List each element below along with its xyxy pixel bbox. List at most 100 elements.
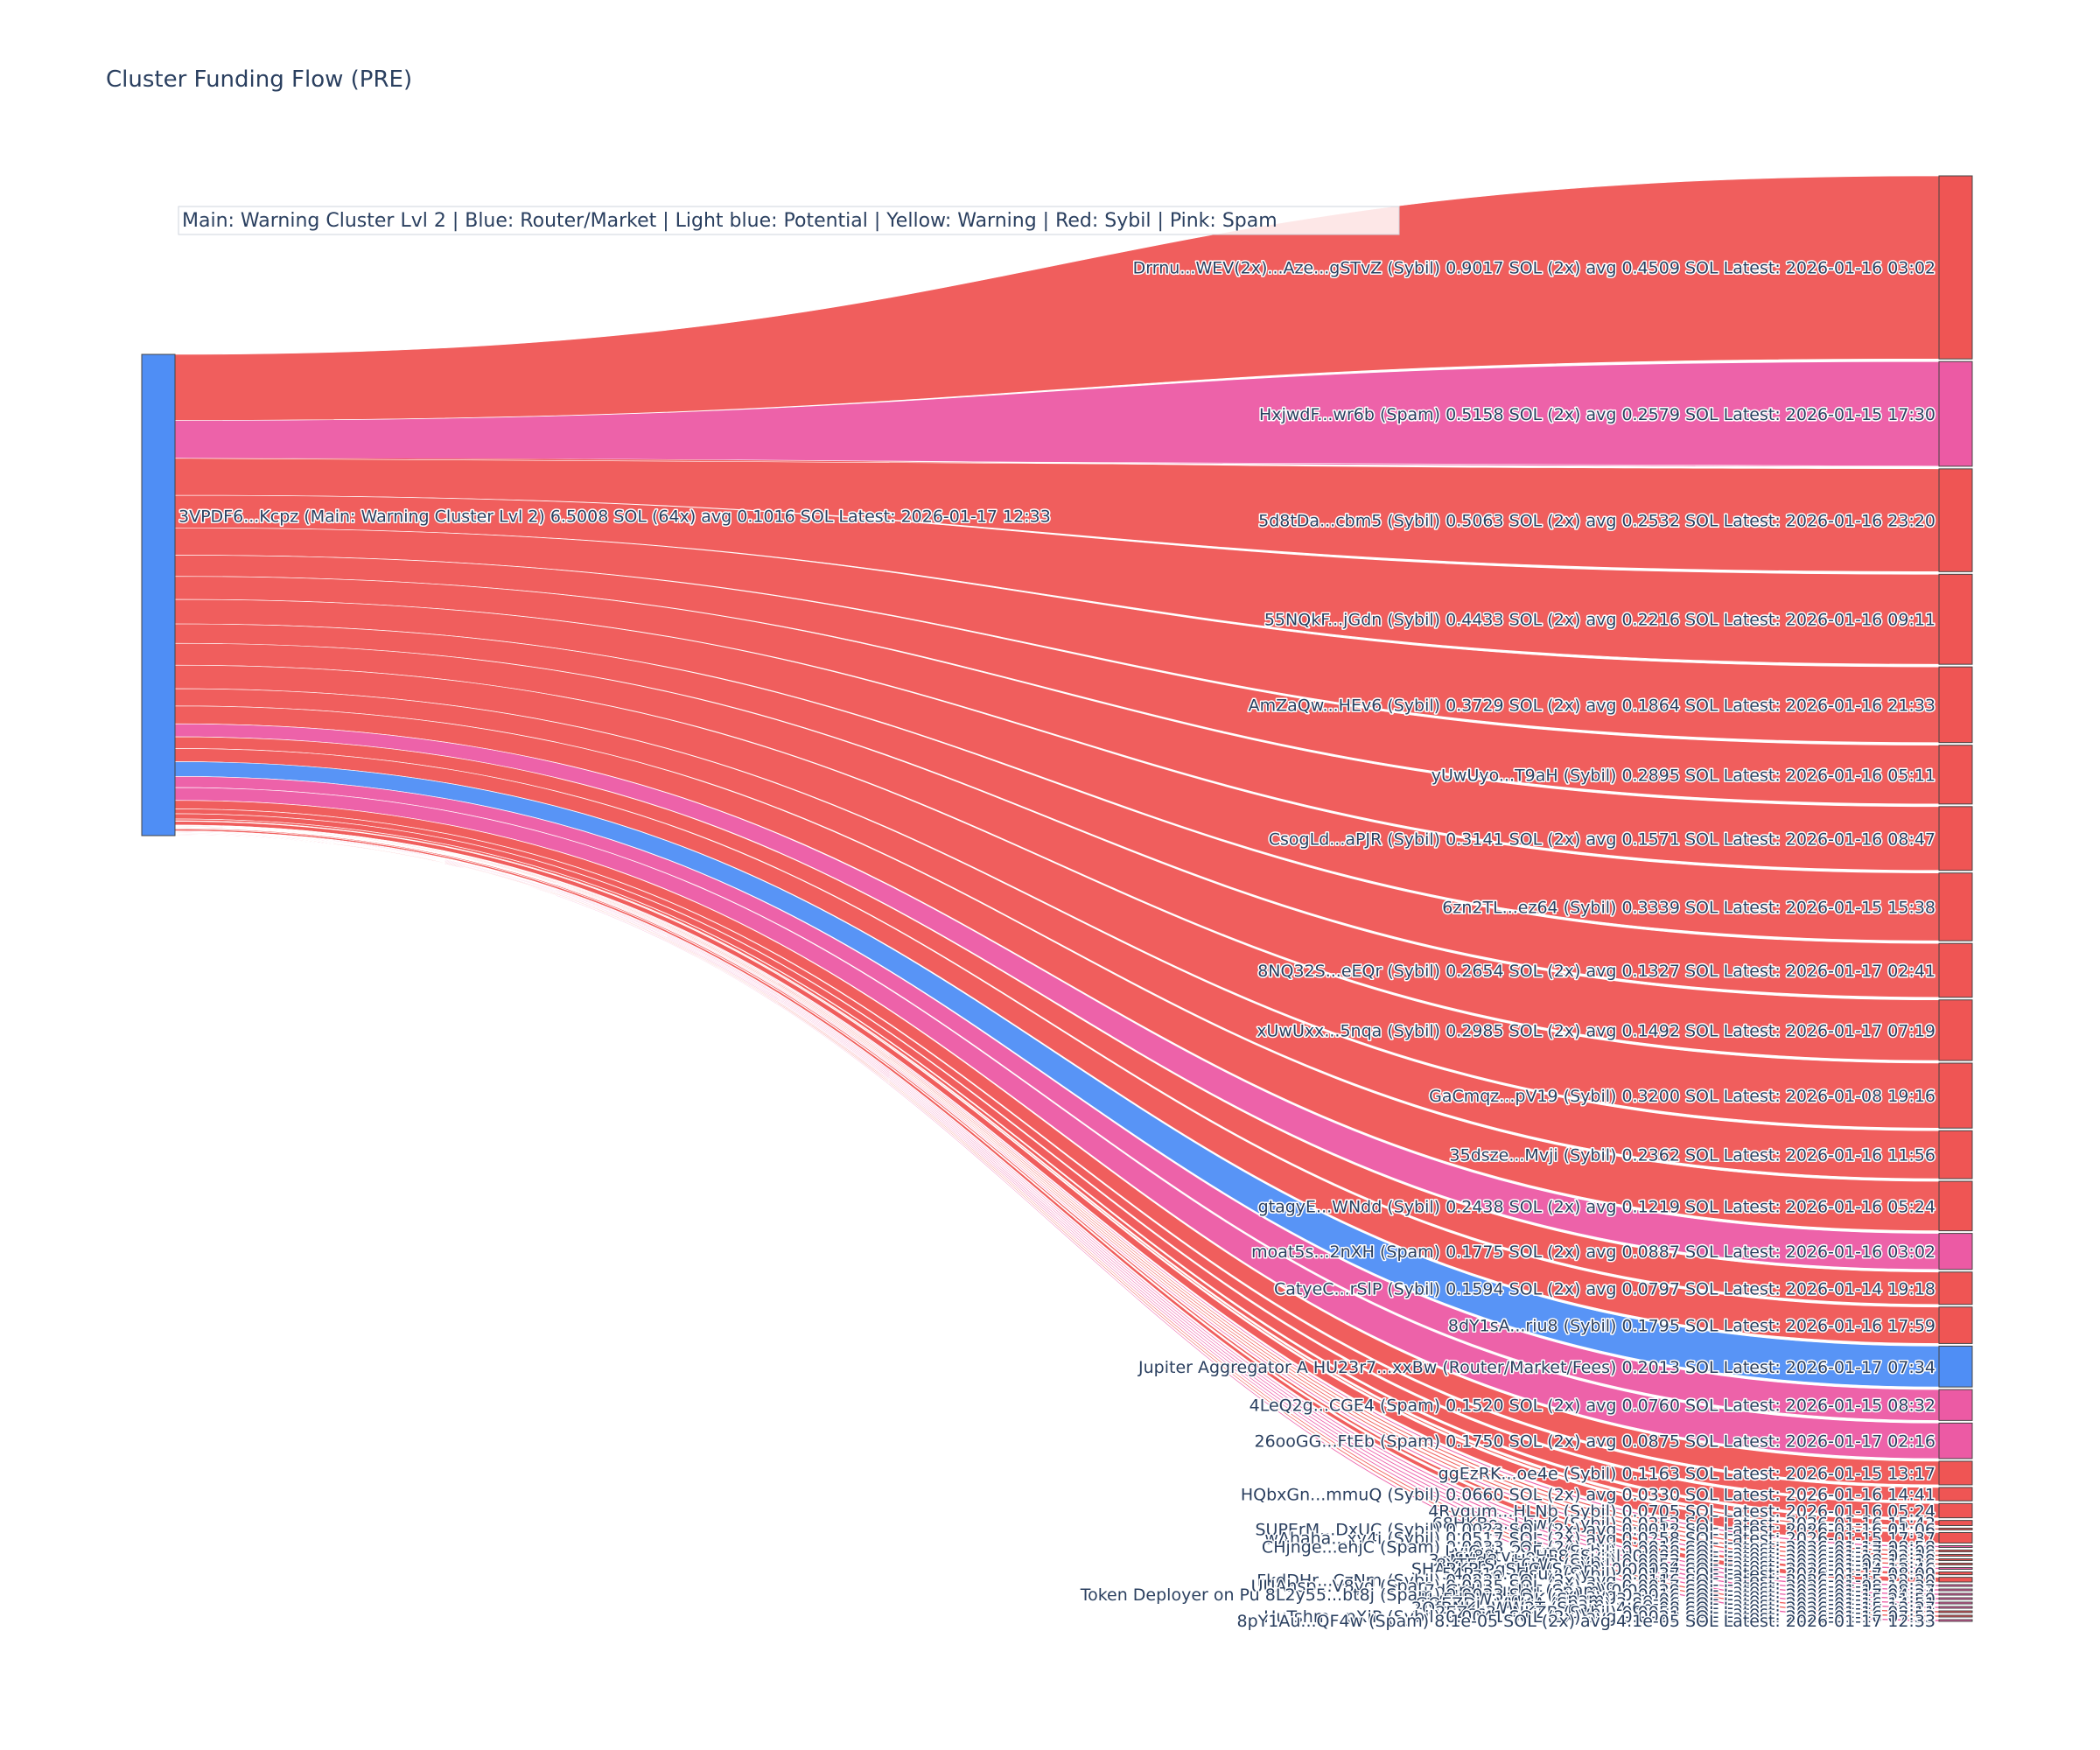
node-labels: 3VPDF6...Kcpz (Main: Warning Cluster Lvl… [178, 257, 1937, 1632]
target-node-label: 68HKBo...LbwK (Sybil) 0.0252 SOL Latest:… [1432, 1515, 1936, 1534]
target-node[interactable] [1938, 1130, 1973, 1180]
target-node-label: 2EZsc3...NKZB (Sybil) 0.0058 SOL Latest:… [1435, 1603, 1936, 1622]
target-node[interactable] [1938, 1577, 1973, 1583]
target-node[interactable] [1938, 1571, 1973, 1576]
target-node-label: yUwUyo...T9aH (Sybil) 0.2895 SOL Latest:… [1432, 766, 1936, 785]
target-node-label: HxjwdF...wr6b (Spam) 0.5158 SOL (2x) avg… [1259, 405, 1936, 424]
source-node[interactable] [141, 354, 176, 836]
target-node-label: 7dGrdJ...uuUu (Spam) 0.00029 SOL Latest:… [1424, 1581, 1936, 1600]
target-node[interactable] [1938, 175, 1973, 360]
target-node-label: 4Rvgum...HLNb (Sybil) 0.0705 SOL Latest:… [1428, 1502, 1936, 1521]
target-node[interactable] [1938, 1549, 1973, 1552]
target-node-label: HQbxGn...mmuQ (Sybil) 0.0660 SOL (2x) av… [1241, 1486, 1936, 1505]
target-node[interactable] [1938, 999, 1973, 1061]
target-node-label: xUwUxx...5nqa (Sybil) 0.2985 SOL (2x) av… [1256, 1021, 1936, 1040]
target-node[interactable] [1938, 468, 1973, 572]
flow-link[interactable] [174, 664, 1940, 1129]
target-node-label: Token Deployer on Pu 8L2y55...bt8j (Spam… [1080, 1586, 1936, 1605]
target-node-label: gtagyE...WNdd (Sybil) 0.2438 SOL (2x) av… [1258, 1197, 1936, 1216]
target-node[interactable] [1938, 1553, 1973, 1557]
target-node[interactable] [1938, 1271, 1973, 1306]
target-node-label: CHjnge...ehjC (Spam) 0.0033 SOL (2x) avg… [1262, 1537, 1936, 1557]
chart-title: Cluster Funding Flow (PRE) [106, 66, 412, 93]
target-node[interactable] [1938, 1389, 1973, 1421]
target-node[interactable] [1938, 573, 1973, 665]
target-node[interactable] [1938, 745, 1973, 805]
target-node-label: 6zn2TL...ez64 (Sybil) 0.3339 SOL Latest:… [1442, 898, 1936, 917]
target-node[interactable] [1938, 1531, 1973, 1544]
target-node[interactable] [1938, 1619, 1973, 1622]
target-node[interactable] [1938, 1601, 1973, 1605]
target-node[interactable] [1938, 1306, 1973, 1344]
target-node-label: moat5s...2nXH (Spam) 0.1775 SOL (2x) avg… [1251, 1242, 1936, 1262]
legend-note: Main: Warning Cluster Lvl 2 | Blue: Rout… [178, 206, 1400, 235]
flow-link[interactable] [174, 527, 1940, 743]
target-node-label: wAhaha...xy4i (Sybil) 0.0517 SOL (2x) av… [1264, 1529, 1936, 1548]
target-node[interactable] [1938, 1614, 1973, 1618]
target-node-label: HvFdDW...jqDK (Spam) 3.3e-06 SOL Latest:… [1421, 1590, 1936, 1609]
target-node-label: CsogLd...aPJR (Sybil) 0.3141 SOL (2x) av… [1269, 830, 1936, 849]
target-node[interactable] [1938, 1233, 1973, 1270]
target-node-label: GQEZDi...VWyA (Spam) 3.8e-06 SOL Latest:… [1415, 1594, 1936, 1614]
target-node[interactable] [1938, 872, 1973, 942]
target-node-label: AmZaQw...HEv6 (Sybil) 0.3729 SOL (2x) av… [1249, 696, 1936, 715]
target-node[interactable] [1938, 1610, 1973, 1614]
flow-link[interactable] [174, 813, 1940, 1518]
target-node[interactable] [1938, 1606, 1973, 1609]
flow-link[interactable] [174, 494, 1940, 665]
target-node[interactable] [1938, 1502, 1973, 1519]
target-node-label: Jupiter Aggregator A HU23r7...xxBw (Rout… [1138, 1358, 1936, 1377]
target-node[interactable] [1938, 806, 1973, 872]
target-node[interactable] [1938, 1180, 1973, 1232]
target-node[interactable] [1938, 1527, 1973, 1530]
target-node[interactable] [1938, 1592, 1973, 1596]
flow-nodes [141, 175, 1973, 1622]
target-node-label: 8pY1Au...QF4w (Spam) 8.1e-05 SOL (2x) av… [1237, 1612, 1936, 1631]
target-node-label: SHARKR...gSHC (Spam) 0.00094 SOL Latest:… [1411, 1559, 1936, 1578]
target-node-label: 26ooGG...FtEb (Spam) 0.1750 SOL (2x) avg… [1255, 1432, 1936, 1452]
target-node-label: ggEzRK...oe4e (Sybil) 0.1163 SOL Latest:… [1438, 1464, 1936, 1483]
target-node-label: UUAhsp...V8yd (Spam) 0.0035 SOL (2x) avg… [1251, 1577, 1936, 1596]
flow-link[interactable] [174, 576, 1940, 872]
target-node[interactable] [1938, 1062, 1973, 1129]
target-node-label: SUPErM...DxUC (Sybil) 0.0023 SOL (2x) av… [1255, 1520, 1936, 1539]
target-node-label: CatyeC...rSlP (Sybil) 0.1594 SOL (2x) av… [1274, 1279, 1936, 1298]
target-node-label: 54Pz1e...dsuy (Sybil) 0.0137 SOL Latest:… [1442, 1564, 1936, 1584]
legend-note-text: Main: Warning Cluster Lvl 2 | Blue: Rout… [182, 210, 1278, 232]
target-node[interactable] [1938, 942, 1973, 998]
flow-links [174, 175, 1940, 1622]
target-node-label: HuTshm...pXiP (Sybil) 0.0041 SOL (2x) av… [1264, 1607, 1936, 1627]
target-node-label: 8YTErS...h6WP (Sybil) 0.0057 SOL Latest:… [1436, 1555, 1936, 1574]
target-node[interactable] [1938, 1584, 1973, 1587]
target-node-label: 55NQkF...jGdn (Sybil) 0.4433 SOL (2x) av… [1264, 611, 1936, 630]
target-node[interactable] [1938, 666, 1973, 744]
target-node-label: 8dY1sA...riu8 (Sybil) 0.1795 SOL Latest:… [1448, 1317, 1936, 1336]
target-node[interactable] [1938, 1520, 1973, 1526]
target-node-label: Drrnu...WEV(2x)...Aze...gSTvZ (Sybil) 0.… [1133, 259, 1936, 278]
legend-note-box [178, 206, 1400, 235]
target-node-label: LvjCui...22Fm (Sybil) 0.0038 SOL Latest:… [1445, 1542, 1936, 1561]
target-node-label: FkdDHr...CzNm (Sybil) 0.0231 SOL (2x) av… [1256, 1571, 1936, 1590]
target-node[interactable] [1938, 1544, 1973, 1548]
target-node-label: 5d8tDa...cbm5 (Sybil) 0.5063 SOL (2x) av… [1258, 512, 1936, 531]
source-node-label: 3VPDF6...Kcpz (Main: Warning Cluster Lvl… [178, 507, 1051, 526]
target-node[interactable] [1938, 1487, 1973, 1502]
target-node-label: 3nMNd8...HyyH (Sybil) 0.0072 SOL Latest:… [1429, 1550, 1936, 1570]
target-node-label: 2QfBNK...WW2T (Spam) 4.6e-08 SOL Latest:… [1411, 1599, 1936, 1618]
flow-link[interactable] [174, 623, 1940, 998]
target-node[interactable] [1938, 1345, 1973, 1388]
flow-link[interactable] [174, 761, 1940, 1388]
target-node-label: 35dsze...Mvji (Sybil) 0.2362 SOL Latest:… [1450, 1146, 1936, 1166]
target-node-label: 8NQ32S...eEQr (Sybil) 0.2654 SOL (2x) av… [1257, 962, 1936, 981]
flow-link[interactable] [174, 723, 1940, 1270]
target-node[interactable] [1938, 360, 1973, 467]
target-node[interactable] [1938, 1460, 1973, 1486]
target-node[interactable] [1938, 1422, 1973, 1460]
target-node[interactable] [1938, 1597, 1973, 1600]
target-node[interactable] [1938, 1566, 1973, 1570]
target-node[interactable] [1938, 1558, 1973, 1561]
target-node[interactable] [1938, 1562, 1973, 1565]
target-node-label: 4LeQ2g...CGE4 (Spam) 0.1520 SOL (2x) avg… [1250, 1396, 1936, 1416]
target-node[interactable] [1938, 1588, 1973, 1592]
